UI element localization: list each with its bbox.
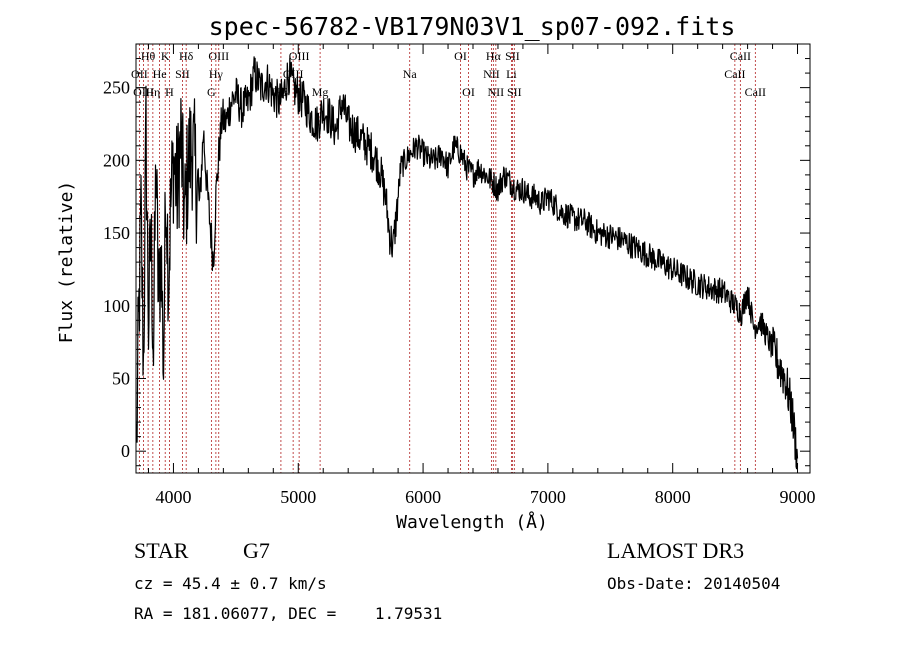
chart-title: spec-56782-VB179N03V1_sp07-092.fits (209, 12, 736, 41)
spectral-line-label: Hθ (141, 49, 156, 63)
spectral-line-label: G (207, 85, 216, 99)
spectral-line-label: OIII (133, 85, 154, 99)
spectral-line-label: CaII (730, 49, 751, 63)
x-tick-label: 7000 (530, 487, 566, 507)
spectral-line-label: He (153, 67, 167, 81)
x-tick-label: 8000 (655, 487, 691, 507)
spectral-line-label: Hα (486, 49, 502, 63)
x-tick-label: 9000 (780, 487, 816, 507)
spectral-line-label: K (161, 49, 170, 63)
spectral-line-label: OI (462, 85, 475, 99)
spectral-line-label: Hδ (179, 49, 194, 63)
spectral-line-label: Hη (145, 85, 160, 99)
spectral-line-label: Mg (312, 85, 329, 99)
object-class: STAR (134, 538, 189, 563)
y-tick-label: 0 (121, 441, 130, 461)
y-axis-ticks: 0 50 100 150 200 250 (103, 58, 810, 467)
spectral-line-label: SII (175, 67, 190, 81)
spectral-line-label: CaII (724, 67, 745, 81)
redshift-text: cz = 45.4 ± 0.7 km/s (134, 574, 327, 593)
y-tick-label: 100 (103, 296, 130, 316)
y-tick-label: 150 (103, 223, 130, 243)
object-subclass: G7 (243, 538, 270, 563)
x-tick-label: 5000 (280, 487, 316, 507)
x-axis-label: Wavelength (Å) (396, 511, 548, 533)
spectral-line-label: OI (454, 49, 467, 63)
y-tick-label: 50 (112, 368, 130, 388)
obs-date-text: Obs-Date: 20140504 (607, 574, 781, 593)
spectral-line-markers (138, 44, 756, 473)
spectral-line-label: OIII (208, 49, 229, 63)
spectral-line-label: OIII (289, 49, 310, 63)
spectral-line-label: NII (488, 85, 505, 99)
spectral-line-label: SII (507, 85, 522, 99)
coordinates-text: RA = 181.06077, DEC = 1.79531 (134, 604, 443, 623)
spectral-line-label: H (165, 85, 174, 99)
flux-series-line (136, 56, 799, 470)
spectral-line-label: NII (483, 67, 500, 81)
survey-name: LAMOST DR3 (607, 538, 745, 563)
spectral-line-label: Na (403, 67, 418, 81)
spectral-line-label: Hγ (209, 67, 224, 81)
x-tick-label: 4000 (155, 487, 191, 507)
y-tick-label: 200 (103, 150, 130, 170)
spectral-line-label: CaII (745, 85, 766, 99)
y-tick-label: 250 (103, 78, 130, 98)
spectral-line-label: OII (131, 67, 148, 81)
plot-frame (135, 43, 811, 474)
y-axis-label: Flux (relative) (56, 181, 77, 344)
spectral-line-label: SII (505, 49, 520, 63)
x-axis-ticks: 4000 5000 6000 7000 8000 9000 (147, 44, 816, 507)
spectral-line-label: Li (506, 67, 517, 81)
x-tick-label: 6000 (405, 487, 441, 507)
